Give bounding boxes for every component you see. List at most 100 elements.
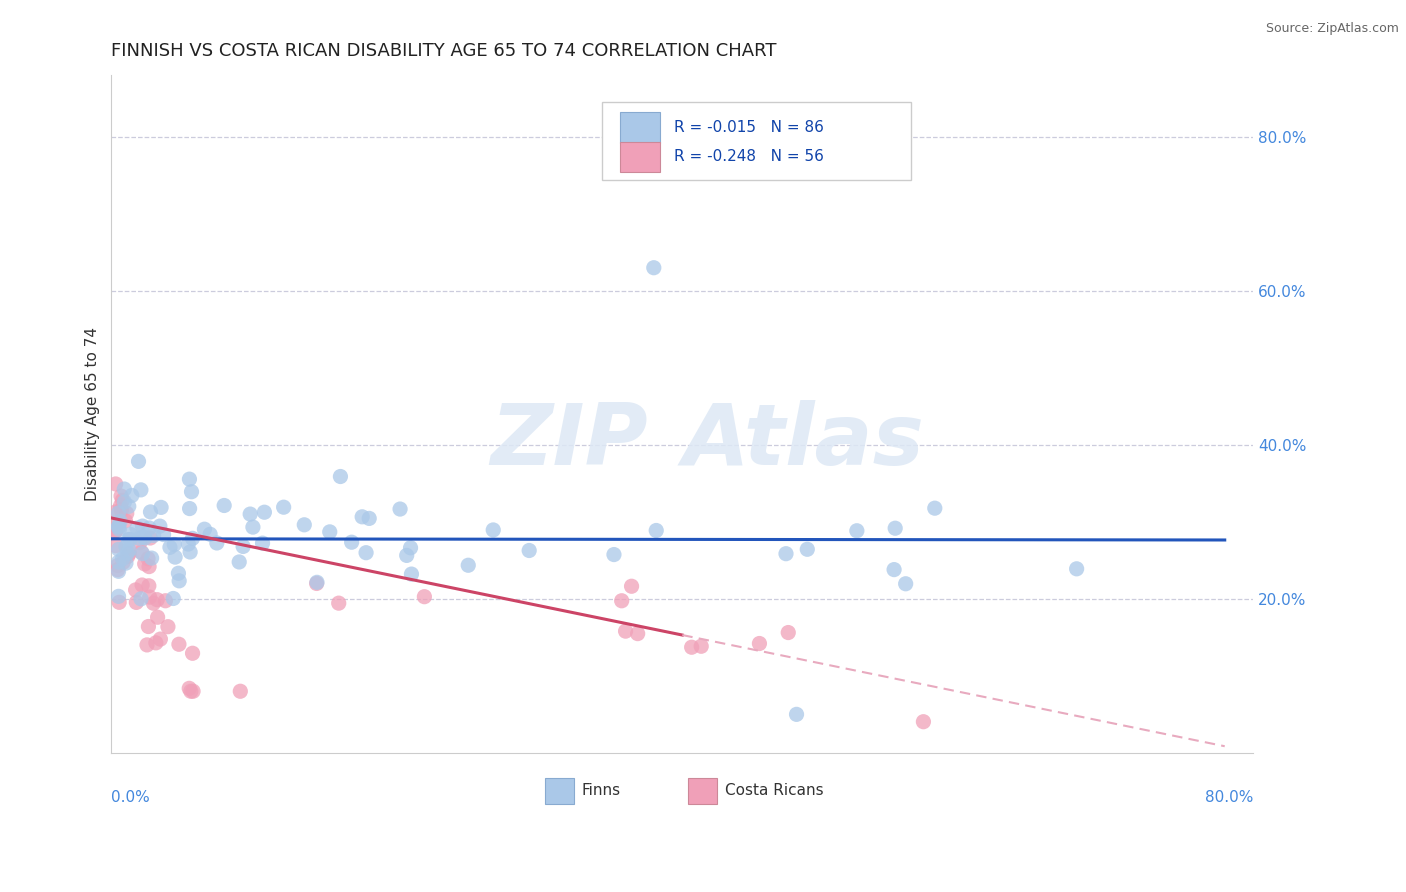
Point bbox=[167, 574, 190, 588]
Point bbox=[354, 546, 377, 560]
Point bbox=[340, 535, 363, 549]
Point bbox=[165, 550, 187, 565]
Point bbox=[146, 592, 169, 607]
Point bbox=[131, 519, 153, 533]
Point bbox=[104, 518, 127, 533]
Point bbox=[328, 596, 350, 610]
Point bbox=[138, 579, 160, 593]
Point bbox=[107, 564, 129, 578]
Y-axis label: Disability Age 65 to 74: Disability Age 65 to 74 bbox=[86, 327, 100, 501]
Point bbox=[163, 537, 186, 551]
Point bbox=[138, 521, 160, 535]
Point bbox=[146, 610, 169, 624]
Point bbox=[110, 503, 132, 517]
Point bbox=[104, 524, 127, 538]
Point bbox=[305, 575, 328, 590]
Point bbox=[134, 531, 156, 545]
Point bbox=[138, 559, 160, 574]
Point bbox=[104, 539, 127, 553]
Point bbox=[108, 595, 131, 609]
Point bbox=[136, 638, 159, 652]
Point bbox=[205, 536, 228, 550]
Point bbox=[748, 636, 770, 650]
Point bbox=[179, 501, 201, 516]
Point bbox=[155, 593, 177, 607]
Point bbox=[108, 515, 131, 529]
Point bbox=[110, 489, 132, 503]
Point bbox=[114, 514, 136, 528]
Point bbox=[142, 596, 165, 610]
FancyBboxPatch shape bbox=[546, 778, 574, 804]
Point bbox=[129, 483, 152, 497]
Point bbox=[457, 558, 479, 573]
Point bbox=[775, 547, 797, 561]
Point bbox=[180, 684, 202, 698]
Point bbox=[1066, 562, 1088, 576]
Point bbox=[610, 594, 633, 608]
Text: 80.0%: 80.0% bbox=[1205, 790, 1253, 805]
Point bbox=[107, 542, 129, 557]
Text: FINNISH VS COSTA RICAN DISABILITY AGE 65 TO 74 CORRELATION CHART: FINNISH VS COSTA RICAN DISABILITY AGE 65… bbox=[111, 42, 778, 60]
Point bbox=[620, 579, 643, 593]
Point bbox=[329, 469, 352, 483]
Point bbox=[121, 488, 143, 502]
Point bbox=[614, 624, 637, 639]
Point bbox=[112, 495, 135, 509]
Point bbox=[645, 524, 668, 538]
Point bbox=[115, 540, 138, 554]
Text: Finns: Finns bbox=[582, 783, 621, 798]
Point bbox=[118, 500, 141, 514]
Point bbox=[118, 543, 141, 558]
Point bbox=[273, 500, 295, 515]
Point bbox=[132, 530, 155, 544]
Point bbox=[180, 484, 202, 499]
Point bbox=[139, 531, 162, 545]
Point bbox=[181, 684, 204, 698]
Point bbox=[413, 590, 436, 604]
Point bbox=[107, 520, 129, 534]
Point bbox=[242, 520, 264, 534]
Point bbox=[115, 556, 138, 570]
Point bbox=[517, 543, 540, 558]
Point bbox=[399, 541, 422, 555]
Point bbox=[128, 531, 150, 545]
Point bbox=[395, 549, 418, 563]
Point bbox=[117, 546, 139, 560]
Point bbox=[107, 590, 129, 604]
Point bbox=[159, 541, 181, 555]
Point bbox=[232, 540, 254, 554]
Text: ZIP: ZIP bbox=[491, 400, 648, 483]
Point bbox=[319, 524, 342, 539]
Point bbox=[129, 591, 152, 606]
Point bbox=[894, 576, 917, 591]
Point bbox=[138, 619, 160, 633]
Point bbox=[193, 522, 215, 536]
FancyBboxPatch shape bbox=[620, 142, 659, 172]
Point bbox=[912, 714, 935, 729]
Point bbox=[134, 557, 156, 571]
Point bbox=[627, 626, 650, 640]
Point bbox=[167, 566, 190, 581]
Point bbox=[141, 551, 163, 566]
Point bbox=[110, 499, 132, 513]
Point bbox=[104, 524, 127, 538]
Text: Source: ZipAtlas.com: Source: ZipAtlas.com bbox=[1265, 22, 1399, 36]
Point bbox=[252, 536, 274, 550]
Point bbox=[128, 454, 150, 468]
Point bbox=[305, 576, 328, 591]
Point bbox=[681, 640, 703, 655]
Point bbox=[198, 527, 221, 541]
Point bbox=[152, 527, 174, 541]
Point bbox=[104, 505, 127, 519]
Point bbox=[111, 552, 134, 566]
Point bbox=[177, 537, 200, 551]
Point bbox=[167, 637, 190, 651]
Point bbox=[120, 533, 142, 547]
Text: Atlas: Atlas bbox=[682, 400, 924, 483]
Point bbox=[181, 646, 204, 660]
Point bbox=[845, 524, 868, 538]
Point bbox=[128, 535, 150, 549]
Point bbox=[131, 545, 153, 559]
Point bbox=[149, 519, 172, 533]
Point bbox=[107, 555, 129, 569]
